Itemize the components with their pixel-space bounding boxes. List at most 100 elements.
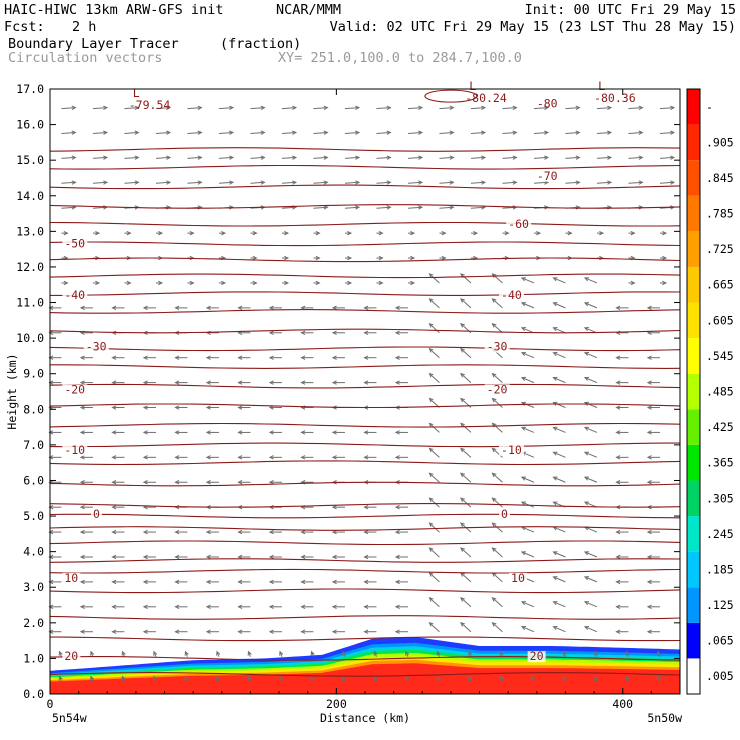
vector-arrowhead <box>279 650 284 656</box>
vector-arrowhead <box>279 675 284 681</box>
vector-arrowhead <box>111 604 117 609</box>
vector-arrowhead <box>268 629 274 634</box>
vector-arrowhead <box>111 554 117 560</box>
vector-arrowhead <box>48 554 54 560</box>
vector-arrowhead <box>670 130 676 135</box>
vector-arrowhead <box>142 305 148 311</box>
vector-arrow <box>596 131 611 134</box>
vector-arrow <box>460 373 472 383</box>
vector-arrowhead <box>142 380 148 385</box>
vector-arrow <box>521 626 535 633</box>
vector-arrowhead <box>428 597 434 602</box>
vector-arrow <box>492 298 503 309</box>
valid-time: Valid: 02 UTC Fri 29 May 15 (23 LST Thu … <box>329 19 736 35</box>
vector-arrowhead <box>363 529 369 535</box>
vector-arrowhead <box>205 529 211 535</box>
colorbar-cell <box>687 266 700 303</box>
vector-arrow <box>429 597 440 608</box>
vector-arrowhead <box>552 551 558 556</box>
vector-arrowhead <box>229 105 235 110</box>
vector-arrow <box>565 131 580 134</box>
temperature-contour <box>49 184 681 190</box>
vector-arrowhead <box>394 629 400 634</box>
temperature-contour <box>49 540 681 546</box>
colorbar-cell <box>687 587 700 623</box>
x-tick-label: 400 <box>612 697 633 711</box>
vector-arrow <box>344 156 359 159</box>
vector-arrowhead <box>520 476 526 481</box>
vector-arrow <box>281 107 296 110</box>
vector-arrow <box>521 526 535 533</box>
vector-arrowhead <box>134 180 140 185</box>
colorbar-label: .545 <box>706 349 734 363</box>
vector-arrowhead <box>552 351 558 357</box>
vector-arrowhead <box>174 455 180 460</box>
vector-arrowhead <box>134 155 140 160</box>
low-marker: L <box>469 79 476 93</box>
y-tick-label: 7.0 <box>23 438 44 452</box>
vector-arrowhead <box>111 430 117 435</box>
contour-label: -20 <box>64 382 85 396</box>
vector-arrowhead <box>583 551 589 556</box>
vector-arrowhead <box>292 105 298 110</box>
vector-arrowhead <box>48 305 54 311</box>
vector-arrowhead <box>662 255 668 261</box>
vector-arrowhead <box>662 280 668 286</box>
vector-arrow <box>521 352 535 359</box>
vector-arrowhead <box>394 504 400 510</box>
colorbar-cell <box>687 124 700 161</box>
vector-arrowhead <box>252 280 258 286</box>
vector-arrow <box>61 107 76 110</box>
colorbar-label: .365 <box>706 456 734 470</box>
vector-arrow <box>460 622 472 633</box>
y-tick-label: 6.0 <box>23 473 44 487</box>
vector-arrow <box>584 302 598 309</box>
vector-arrow <box>584 402 598 408</box>
vector-arrowhead <box>615 355 621 360</box>
vector-arrowhead <box>174 405 180 410</box>
vector-arrow <box>250 131 265 134</box>
y-axis-label: Height (km) <box>5 353 19 429</box>
vector-arrowhead <box>638 130 644 135</box>
vector-arrowhead <box>460 472 465 478</box>
vector-arrowhead <box>552 601 558 606</box>
vector-arrowhead <box>355 205 361 210</box>
vector-arrowhead <box>449 180 455 185</box>
vector-arrowhead <box>646 579 652 585</box>
vector-arrowhead <box>95 280 101 286</box>
vector-arrow <box>439 131 454 134</box>
vector-arrow <box>155 107 170 110</box>
fcst-label: Fcst: <box>4 19 45 35</box>
contour-label-bg <box>62 289 88 301</box>
vector-arrowhead <box>268 380 274 385</box>
vector-arrow <box>313 107 328 110</box>
vector-arrowhead <box>552 476 558 481</box>
vector-arrowhead <box>174 629 180 634</box>
vector-arrowhead <box>197 180 203 185</box>
vector-arrowhead <box>323 205 329 210</box>
vector-arrow <box>250 156 265 159</box>
vector-arrowhead <box>268 355 274 360</box>
vector-arrowhead <box>460 422 465 428</box>
vector-arrowhead <box>512 105 518 110</box>
vector-arrowhead <box>331 629 337 634</box>
temperature-contour <box>49 221 681 227</box>
colorbar-cell <box>687 231 700 267</box>
vector-arrow <box>553 426 566 433</box>
vector-arrow <box>218 131 233 134</box>
vector-arrowhead <box>174 529 180 535</box>
vector-arrowhead <box>71 155 77 160</box>
vector-arrowhead <box>90 675 95 681</box>
vector-arrowhead <box>111 480 117 485</box>
vector-arrow <box>92 206 107 209</box>
org-label: NCAR/MMM <box>276 2 342 18</box>
vector-arrowhead <box>428 273 434 278</box>
vector-arrow <box>155 131 170 134</box>
low-value: -79.54 <box>129 98 171 112</box>
colorbar-cell <box>687 551 700 588</box>
contour-label: 10 <box>511 571 525 585</box>
vector-arrow <box>584 551 598 558</box>
vector-arrowhead <box>460 323 465 328</box>
vector-arrowhead <box>646 430 652 435</box>
vector-arrow <box>584 352 598 359</box>
